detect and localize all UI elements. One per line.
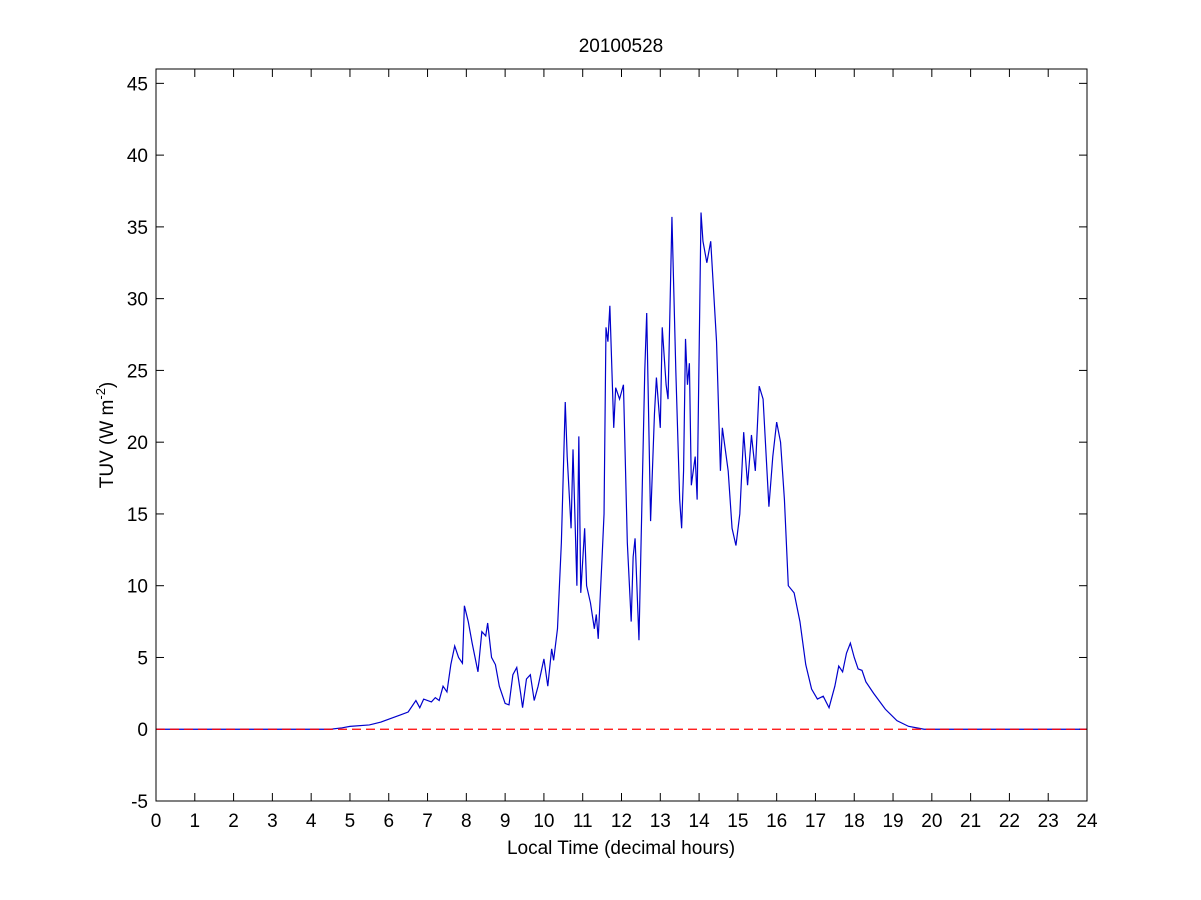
x-tick-label: 0 <box>151 811 162 832</box>
x-tick-label: 7 <box>422 811 433 832</box>
y-tick-label: -5 <box>131 792 148 813</box>
x-tick-label: 18 <box>844 811 865 832</box>
x-tick-label: 13 <box>650 811 671 832</box>
y-tick-label: 25 <box>127 361 148 382</box>
y-tick-label: 15 <box>127 505 148 526</box>
x-tick-label: 15 <box>727 811 748 832</box>
x-tick-label: 4 <box>306 811 317 832</box>
y-tick-label: 45 <box>127 74 148 95</box>
y-tick-label: 5 <box>137 648 148 669</box>
x-tick-label: 20 <box>921 811 942 832</box>
x-tick-label: 5 <box>345 811 356 832</box>
x-axis-label: Local Time (decimal hours) <box>507 838 735 859</box>
x-tick-label: 3 <box>267 811 278 832</box>
y-label-text: TUV (W m <box>97 400 118 489</box>
x-tick-label: 11 <box>573 811 593 832</box>
x-tick-label: 6 <box>383 811 394 832</box>
y-axis-label: TUV (W m-2) <box>93 382 118 489</box>
x-tick-label: 21 <box>960 811 981 832</box>
x-tick-label: 8 <box>461 811 472 832</box>
x-tick-label: 10 <box>533 811 554 832</box>
x-tick-label: 16 <box>766 811 787 832</box>
plot-frame <box>155 68 1088 802</box>
chart-title: 20100528 <box>579 36 664 57</box>
x-tick-label: 19 <box>882 811 903 832</box>
y-tick-label: 40 <box>127 146 148 167</box>
y-label-superscript: -2 <box>93 388 108 400</box>
y-tick-label: 10 <box>127 577 148 598</box>
series-line <box>156 212 1087 730</box>
x-tick-label: 17 <box>805 811 826 832</box>
x-tick-label: 22 <box>999 811 1020 832</box>
x-tick-label: 1 <box>190 811 201 832</box>
x-tick-label: 2 <box>228 811 239 832</box>
x-tick-label: 12 <box>611 811 632 832</box>
y-tick-label: 30 <box>127 290 148 311</box>
y-tick-label: 0 <box>137 720 148 741</box>
x-tick-label: 14 <box>689 811 711 832</box>
y-tick-label: 35 <box>127 218 148 239</box>
y-tick-label: 20 <box>127 433 148 454</box>
x-tick-label: 9 <box>500 811 511 832</box>
x-tick-label: 24 <box>1076 811 1098 832</box>
y-label-suffix: ) <box>97 382 118 388</box>
x-tick-label: 23 <box>1038 811 1059 832</box>
